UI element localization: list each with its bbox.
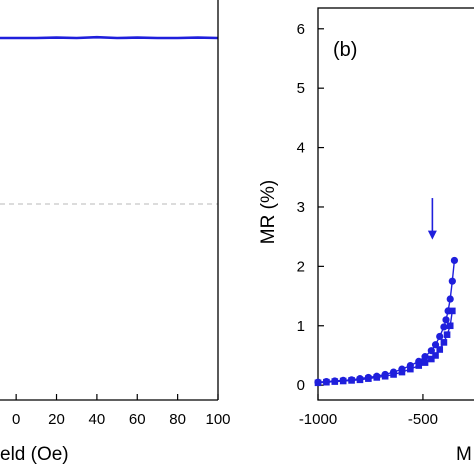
panel-b-y-tick-label: 2 [297,258,305,275]
panel-a-x-tick-label: 0 [12,411,20,428]
panel-b-square-point [323,378,330,386]
panel-a-x-tick-label: 40 [89,411,106,428]
panel-b-square-point [390,371,397,378]
panel-b-circle-point [440,323,448,331]
panel-b-annotation-arrow [427,198,437,240]
panel-b-y-tick-label: 3 [297,199,305,216]
panel-b-label: (b) [333,39,357,61]
panel-b-square-point [446,322,454,330]
panel-b-square-point [436,346,444,353]
panel-b-square-point [356,376,364,384]
panel-a-x-tick-label: 80 [169,411,186,428]
panel-b-square-point [428,355,435,363]
panel-b-square-point [415,362,423,369]
panel-b-y-tick-label: 1 [297,318,305,335]
panel-b-x-axis-title: M [456,444,472,465]
down-arrow-head-icon [427,230,437,240]
panel-b-y-tick-label: 4 [297,140,305,157]
panel-b-square-point [373,374,381,381]
panel-b-square-point [314,379,322,387]
panel-b-series-1-line [317,260,456,383]
panel-b-y-axis-title: MR (%) [258,180,279,244]
panel-b-x-tick-label: -500 [408,411,438,428]
panel-a-series-layer [0,35,219,40]
panel-b-square-point [421,359,429,366]
panel-b-square-point [339,377,347,385]
panel-b-square-point [381,372,389,380]
panel-b-circle-point [450,256,459,265]
panel-b-y-tick-label: 5 [297,80,305,97]
panel-b-x-ticks: -1000 -500 [299,394,438,428]
panel-a-series-line [0,35,219,40]
panel-a-x-ticks: 0 20 40 60 80 100 [12,394,231,428]
panel-b-y-tick-label: 6 [297,21,305,38]
panel-b-square-point [331,378,339,385]
panel-b-square-point [443,331,451,338]
panel-b-circle-point [446,295,454,303]
panel-b-square-point [407,365,414,373]
panel-b-series-layer [314,256,459,387]
panel-a-x-tick-label: 20 [48,411,65,428]
panel-b: 0 1 2 3 4 5 6 -1000 -500 (b) MR (%) M [258,7,474,465]
panel-b-circle-point [448,277,456,285]
panel-b-square-point [432,352,439,359]
panel-b-square-point [449,307,456,315]
panel-b-plot-frame [317,7,474,401]
panel-b-circle-point [421,353,429,361]
panel-b-y-ticks: 0 1 2 3 4 5 6 [297,21,324,394]
panel-b-circle-point [436,332,444,341]
panel-b-square-point [440,339,448,346]
panel-b-x-tick-label: -1000 [299,411,337,428]
panel-b-square-point [398,368,406,376]
panel-a-x-axis-title: eld (Oe) [0,444,69,465]
panel-a-x-tick-label: 60 [129,411,146,428]
panel-a: 0 20 40 60 80 100 eld (Oe) [0,0,231,465]
panel-b-square-point [365,375,372,382]
panel-a-x-tick-label: 100 [205,411,230,428]
panel-b-circle-point [442,316,450,324]
panel-b-y-tick-label: 0 [297,377,305,394]
panel-b-square-point [348,377,355,384]
